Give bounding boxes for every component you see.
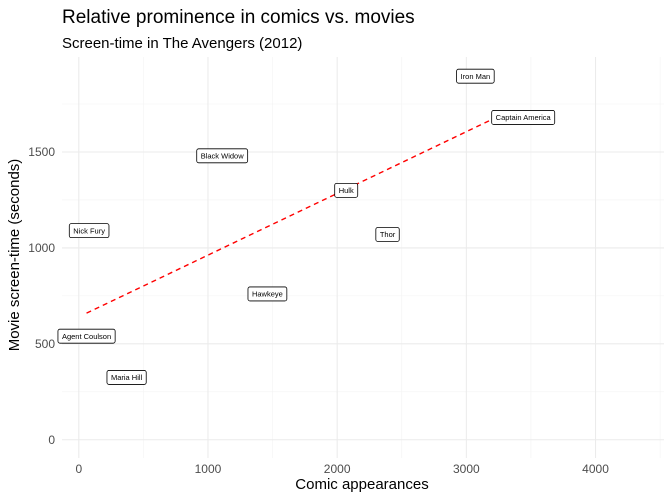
point-label-text: Nick Fury [73, 226, 105, 235]
y-axis-title: Movie screen-time (seconds) [6, 159, 23, 352]
chart-subtitle: Screen-time in The Avengers (2012) [62, 35, 302, 52]
point-label-box [334, 182, 359, 198]
point-label-text: Captain America [496, 113, 552, 122]
minor-gridlines [62, 57, 664, 458]
point-label: Iron Man [456, 68, 495, 84]
point-label-text: Black Widow [201, 152, 245, 161]
x-axis-ticks: 0 1000 2000 3000 4000 [75, 462, 609, 476]
point-label: Hawkeye [247, 286, 288, 302]
point-label-text: Iron Man [461, 72, 491, 81]
point-label-box [106, 370, 147, 385]
y-axis-ticks: 0 500 1000 1500 [28, 145, 55, 447]
trend-line [86, 118, 493, 314]
y-tick-label: 0 [48, 433, 55, 447]
point-label-box [247, 286, 288, 302]
point-label-box [456, 68, 495, 84]
point-labels: Iron Man Captain America Black Widow Hulk Ni… [57, 68, 556, 385]
x-tick-label: 2000 [324, 462, 351, 476]
point-label-box [375, 227, 400, 242]
point-label: Captain America [491, 110, 556, 125]
point-label: Agent Coulson [57, 328, 116, 344]
point-label-box [68, 223, 110, 239]
x-tick-label: 3000 [453, 462, 480, 476]
point-label-box [57, 328, 116, 344]
point-label-text: Hulk [339, 186, 354, 195]
point-label-text: Maria Hill [111, 373, 143, 382]
x-tick-label: 4000 [582, 462, 609, 476]
x-tick-label: 1000 [195, 462, 222, 476]
y-tick-label: 500 [35, 337, 55, 351]
point-label: Hulk [334, 182, 359, 198]
point-label: Black Widow [196, 148, 249, 164]
point-label: Thor [375, 227, 400, 242]
chart-title: Relative prominence in comics vs. movies [62, 7, 415, 28]
major-gridlines [62, 57, 664, 458]
x-axis-title: Comic appearances [295, 476, 428, 493]
point-label-box [196, 148, 249, 164]
point-label-text: Hawkeye [252, 290, 283, 299]
point-label-text: Thor [380, 230, 396, 239]
y-tick-label: 1000 [28, 241, 55, 255]
x-tick-label: 0 [75, 462, 82, 476]
y-tick-label: 1500 [28, 145, 55, 159]
point-label: Nick Fury [68, 223, 110, 239]
point-label: Maria Hill [106, 370, 147, 385]
point-label-box [491, 110, 556, 125]
point-label-text: Agent Coulson [62, 332, 111, 341]
